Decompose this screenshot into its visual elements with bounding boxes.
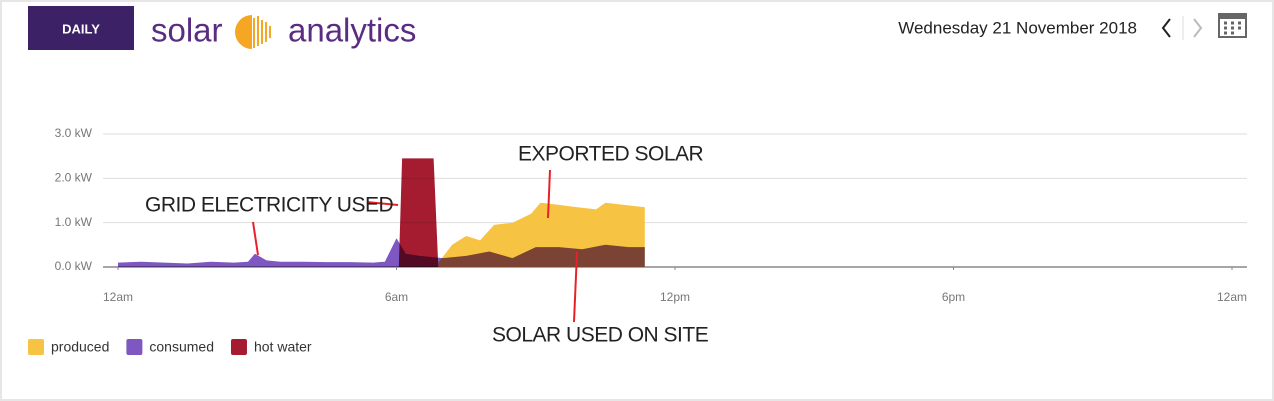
x-tick-label: 6am: [385, 290, 408, 304]
annotation: SOLAR USED ON SITE: [492, 324, 709, 347]
x-tick-label: 12am: [103, 290, 133, 304]
y-tick-label: 3.0 kW: [55, 126, 93, 140]
calendar-icon[interactable]: [1218, 13, 1247, 38]
next-arrow[interactable]: [1193, 18, 1203, 38]
plot: 0.0 kW 1.0 kW 2.0 kW 3.0 kW 12am 6am 12pm 6pm 12…: [55, 126, 1247, 304]
annotation: EXPORTED SOLAR: [518, 143, 704, 166]
x-tick-label: 12pm: [660, 290, 690, 304]
y-tick-label: 2.0 kW: [55, 171, 93, 185]
legend-swatch: [28, 339, 44, 355]
arrow: [573, 251, 578, 323]
logo-icon: [235, 14, 272, 52]
annotations: GRID ELECTRICITY USED EXPORTED SOLAR SOL…: [145, 143, 709, 347]
area: [398, 158, 439, 267]
legend-label: hot water: [254, 339, 312, 355]
arrow: [252, 221, 259, 256]
date: Wednesday 21 November 2018: [898, 18, 1137, 37]
y-tick-label: 0.0 kW: [55, 259, 93, 273]
y-tick-label: 1.0 kW: [55, 215, 93, 229]
logo-text: solar: [151, 12, 223, 49]
area: [118, 238, 645, 267]
arrow: [366, 201, 399, 206]
prev-arrow[interactable]: [1161, 18, 1171, 38]
legend: produced consumed hot water: [28, 339, 312, 355]
x-tick-label: 6pm: [942, 290, 965, 304]
daily-button[interactable]: [28, 6, 134, 50]
daily-label[interactable]: DAILY: [62, 21, 100, 36]
logo-text: analytics: [288, 12, 416, 49]
legend-label: consumed: [149, 339, 214, 355]
legend-swatch: [126, 339, 143, 355]
arrow: [547, 169, 551, 219]
legend-label: produced: [51, 339, 109, 355]
x-tick-label: 12am: [1217, 290, 1247, 304]
annotation: GRID ELECTRICITY USED: [145, 194, 393, 217]
legend-swatch: [230, 339, 247, 355]
